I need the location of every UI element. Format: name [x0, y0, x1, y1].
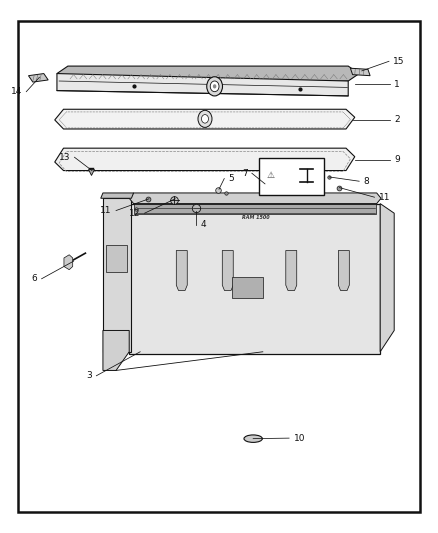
Text: 4: 4	[201, 221, 206, 229]
Text: 7: 7	[242, 169, 247, 177]
Polygon shape	[176, 251, 187, 290]
Polygon shape	[57, 74, 348, 96]
Polygon shape	[103, 198, 131, 352]
Polygon shape	[28, 74, 48, 82]
Circle shape	[210, 81, 219, 92]
Polygon shape	[129, 204, 380, 354]
Polygon shape	[134, 204, 376, 214]
Text: 15: 15	[393, 57, 405, 66]
Text: 11: 11	[379, 193, 390, 201]
Polygon shape	[103, 330, 129, 370]
Polygon shape	[223, 251, 233, 290]
Text: 14: 14	[11, 87, 22, 96]
Polygon shape	[380, 204, 394, 352]
Bar	[259, 158, 324, 195]
Text: 5: 5	[229, 174, 234, 183]
Circle shape	[207, 77, 223, 96]
Polygon shape	[55, 109, 355, 129]
Polygon shape	[129, 193, 381, 204]
Polygon shape	[350, 68, 370, 76]
Text: 12: 12	[129, 209, 140, 217]
Text: 3: 3	[86, 372, 92, 380]
Polygon shape	[286, 251, 297, 290]
Polygon shape	[64, 255, 73, 270]
Text: ⚠: ⚠	[267, 172, 275, 180]
Text: 8: 8	[364, 177, 369, 185]
Polygon shape	[101, 193, 134, 198]
Polygon shape	[106, 245, 127, 272]
Circle shape	[201, 115, 208, 123]
Polygon shape	[338, 251, 350, 290]
Polygon shape	[232, 277, 263, 298]
Text: 10: 10	[293, 434, 305, 442]
Text: 2: 2	[394, 116, 400, 124]
Text: RAM 1500: RAM 1500	[241, 215, 269, 220]
Text: 1: 1	[394, 80, 400, 88]
Text: 13: 13	[59, 153, 70, 161]
Polygon shape	[55, 148, 355, 171]
Circle shape	[213, 84, 216, 88]
Text: 11: 11	[100, 206, 112, 215]
Polygon shape	[57, 66, 359, 81]
Ellipse shape	[244, 435, 262, 442]
Circle shape	[198, 110, 212, 127]
Text: 9: 9	[394, 156, 400, 164]
Text: 6: 6	[32, 274, 37, 283]
